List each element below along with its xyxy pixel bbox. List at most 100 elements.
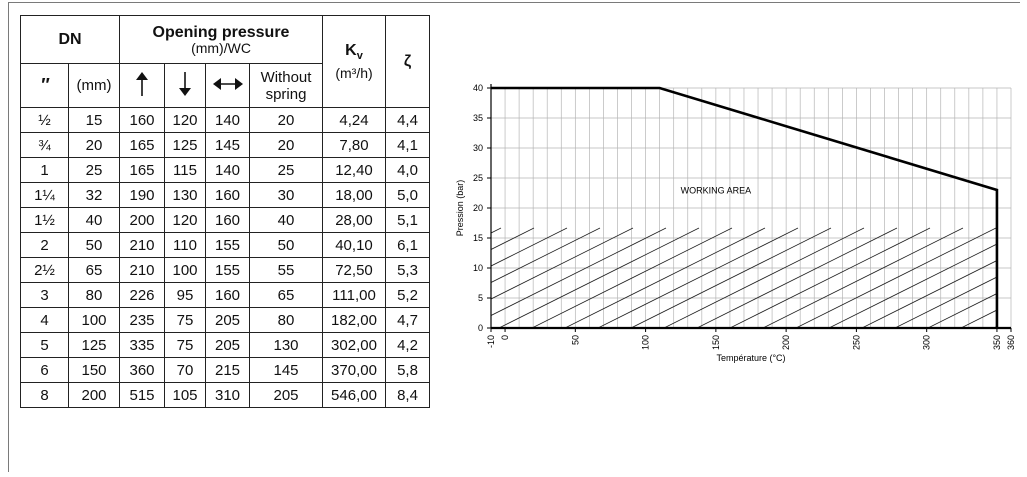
- kv-value-cell: 546,00: [322, 382, 386, 408]
- x-tick-label: 250: [851, 335, 861, 350]
- pressure-down-cell: 70: [164, 357, 206, 383]
- kv-value-cell: 40,10: [322, 232, 386, 258]
- mm-header: (mm): [68, 63, 120, 108]
- pressure-down-cell: 115: [164, 157, 206, 183]
- pressure-without-spring-cell: 80: [249, 307, 323, 333]
- dn-inch-cell: 1¼: [20, 182, 69, 208]
- pressure-without-spring-cell: 130: [249, 332, 323, 358]
- pressure-without-spring-cell: 55: [249, 257, 323, 283]
- pressure-up-cell: 360: [119, 357, 165, 383]
- x-tick-label: 0: [500, 335, 510, 340]
- dn-mm-cell: 125: [68, 332, 120, 358]
- dn-mm-cell: 15: [68, 107, 120, 133]
- pressure-horizontal-cell: 140: [205, 107, 250, 133]
- hatch-line: [762, 227, 964, 328]
- zeta-label: ζ: [403, 52, 412, 70]
- opening-pressure-unit: (mm)/WC: [191, 39, 251, 56]
- hatch-line: [663, 227, 865, 328]
- pressure-horizontal-cell: 205: [205, 307, 250, 333]
- table-row: 2½ 65 210 100 155 55 72,50 5,3: [20, 257, 430, 283]
- pressure-up-cell: 160: [119, 107, 165, 133]
- pressure-down-cell: 95: [164, 282, 206, 308]
- working-area-hatching: [491, 227, 997, 328]
- kv-value-cell: 182,00: [322, 307, 386, 333]
- y-tick-label: 30: [473, 143, 483, 153]
- zeta-value-cell: 5,2: [385, 282, 430, 308]
- y-tick-label: 35: [473, 113, 483, 123]
- pressure-down-cell: 75: [164, 332, 206, 358]
- dn-inch-cell: 4: [20, 307, 69, 333]
- pressure-without-spring-cell: 50: [249, 232, 323, 258]
- zeta-value-cell: 4,2: [385, 332, 430, 358]
- dn-inch-cell: 5: [20, 332, 69, 358]
- table-row: 1 25 165 115 140 25 12,40 4,0: [20, 157, 430, 183]
- pressure-without-spring-cell: 20: [249, 107, 323, 133]
- hatch-line: [491, 227, 568, 328]
- hatch-line: [729, 227, 931, 328]
- dn-mm-cell: 80: [68, 282, 120, 308]
- x-tick-label: 360: [1006, 335, 1015, 350]
- pressure-down-cell: 120: [164, 207, 206, 233]
- dn-inch-cell: 1: [20, 157, 69, 183]
- inch-header: ″: [20, 63, 69, 108]
- dn-mm-cell: 200: [68, 382, 120, 408]
- kv-value-cell: 4,24: [322, 107, 386, 133]
- table-row: 6 150 360 70 215 145 370,00 5,8: [20, 357, 430, 383]
- kv-value-cell: 7,80: [322, 132, 386, 158]
- kv-symbol: Kv: [323, 42, 385, 65]
- pressure-up-cell: 190: [119, 182, 165, 208]
- kv-unit: (m³/h): [335, 64, 373, 81]
- pressure-horizontal-cell: 215: [205, 357, 250, 383]
- table-row: 4 100 235 75 205 80 182,00 4,7: [20, 307, 430, 333]
- zeta-value-cell: 5,3: [385, 257, 430, 283]
- opening-pressure-header: Opening pressure (mm)/WC: [119, 15, 323, 64]
- x-tick-label: 100: [641, 335, 651, 350]
- valve-spec-table: DN Opening pressure (mm)/WC Kv (m³/h) ζ …: [20, 15, 430, 408]
- without-spring-header: Without spring: [249, 63, 323, 108]
- pressure-without-spring-cell: 145: [249, 357, 323, 383]
- pressure-up-cell: 210: [119, 257, 165, 283]
- zeta-value-cell: 4,7: [385, 307, 430, 333]
- zeta-header: ζ: [385, 15, 430, 108]
- x-tick-label: 150: [711, 335, 721, 350]
- kv-value-cell: 18,00: [322, 182, 386, 208]
- pressure-up-cell: 235: [119, 307, 165, 333]
- pressure-without-spring-cell: 30: [249, 182, 323, 208]
- hatch-line: [927, 227, 997, 328]
- kv-header: Kv (m³/h): [322, 15, 386, 108]
- zeta-value-cell: 5,8: [385, 357, 430, 383]
- hatch-line: [795, 227, 997, 328]
- pressure-horizontal-cell: 145: [205, 132, 250, 158]
- pressure-horizontal-cell: 160: [205, 282, 250, 308]
- without-spring-line1: Without: [260, 68, 312, 86]
- flow-up-header: [119, 63, 165, 108]
- table-row: 5 125 335 75 205 130 302,00 4,2: [20, 332, 430, 358]
- dn-inch-cell: 3: [20, 282, 69, 308]
- y-tick-label: 20: [473, 203, 483, 213]
- y-tick-label: 5: [478, 293, 483, 303]
- dn-mm-cell: 40: [68, 207, 120, 233]
- hatch-line: [630, 227, 832, 328]
- kv-value-cell: 12,40: [322, 157, 386, 183]
- pressure-down-cell: 110: [164, 232, 206, 258]
- x-tick-label: -10: [486, 335, 496, 348]
- pressure-up-cell: 165: [119, 157, 165, 183]
- hatch-line: [828, 227, 997, 328]
- hatch-line: [491, 227, 634, 328]
- y-tick-label: 15: [473, 233, 483, 243]
- flow-horizontal-header: [205, 63, 250, 108]
- kv-label: K: [345, 42, 357, 60]
- pressure-horizontal-cell: 205: [205, 332, 250, 358]
- zeta-value-cell: 4,1: [385, 132, 430, 158]
- dn-mm-cell: 50: [68, 232, 120, 258]
- dn-mm-cell: 65: [68, 257, 120, 283]
- dn-mm-cell: 32: [68, 182, 120, 208]
- pressure-up-cell: 335: [119, 332, 165, 358]
- dn-mm-cell: 150: [68, 357, 120, 383]
- dn-inch-cell: 8: [20, 382, 69, 408]
- table-row: 2 50 210 110 155 50 40,10 6,1: [20, 232, 430, 258]
- pressure-up-cell: 200: [119, 207, 165, 233]
- pressure-without-spring-cell: 25: [249, 157, 323, 183]
- table-row: 3 80 226 95 160 65 111,00 5,2: [20, 282, 430, 308]
